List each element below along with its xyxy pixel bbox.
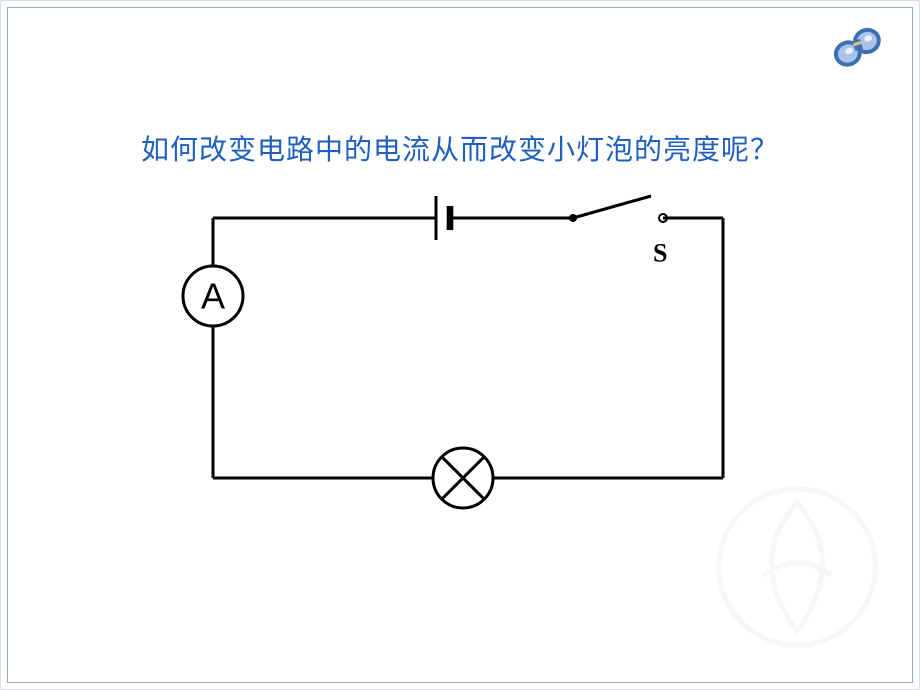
binoculars-icon	[826, 20, 890, 72]
switch-label: S	[653, 239, 667, 268]
slide-title: 如何改变电路中的电流从而改变小灯泡的亮度呢？	[8, 128, 912, 168]
circuit-diagram: SA	[153, 178, 783, 538]
watermark-icon	[712, 482, 882, 652]
outer-frame: 如何改变电路中的电流从而改变小灯泡的亮度呢？ SA	[0, 0, 920, 690]
ammeter-label: A	[201, 276, 225, 317]
inner-frame: 如何改变电路中的电流从而改变小灯泡的亮度呢？ SA	[7, 7, 913, 683]
